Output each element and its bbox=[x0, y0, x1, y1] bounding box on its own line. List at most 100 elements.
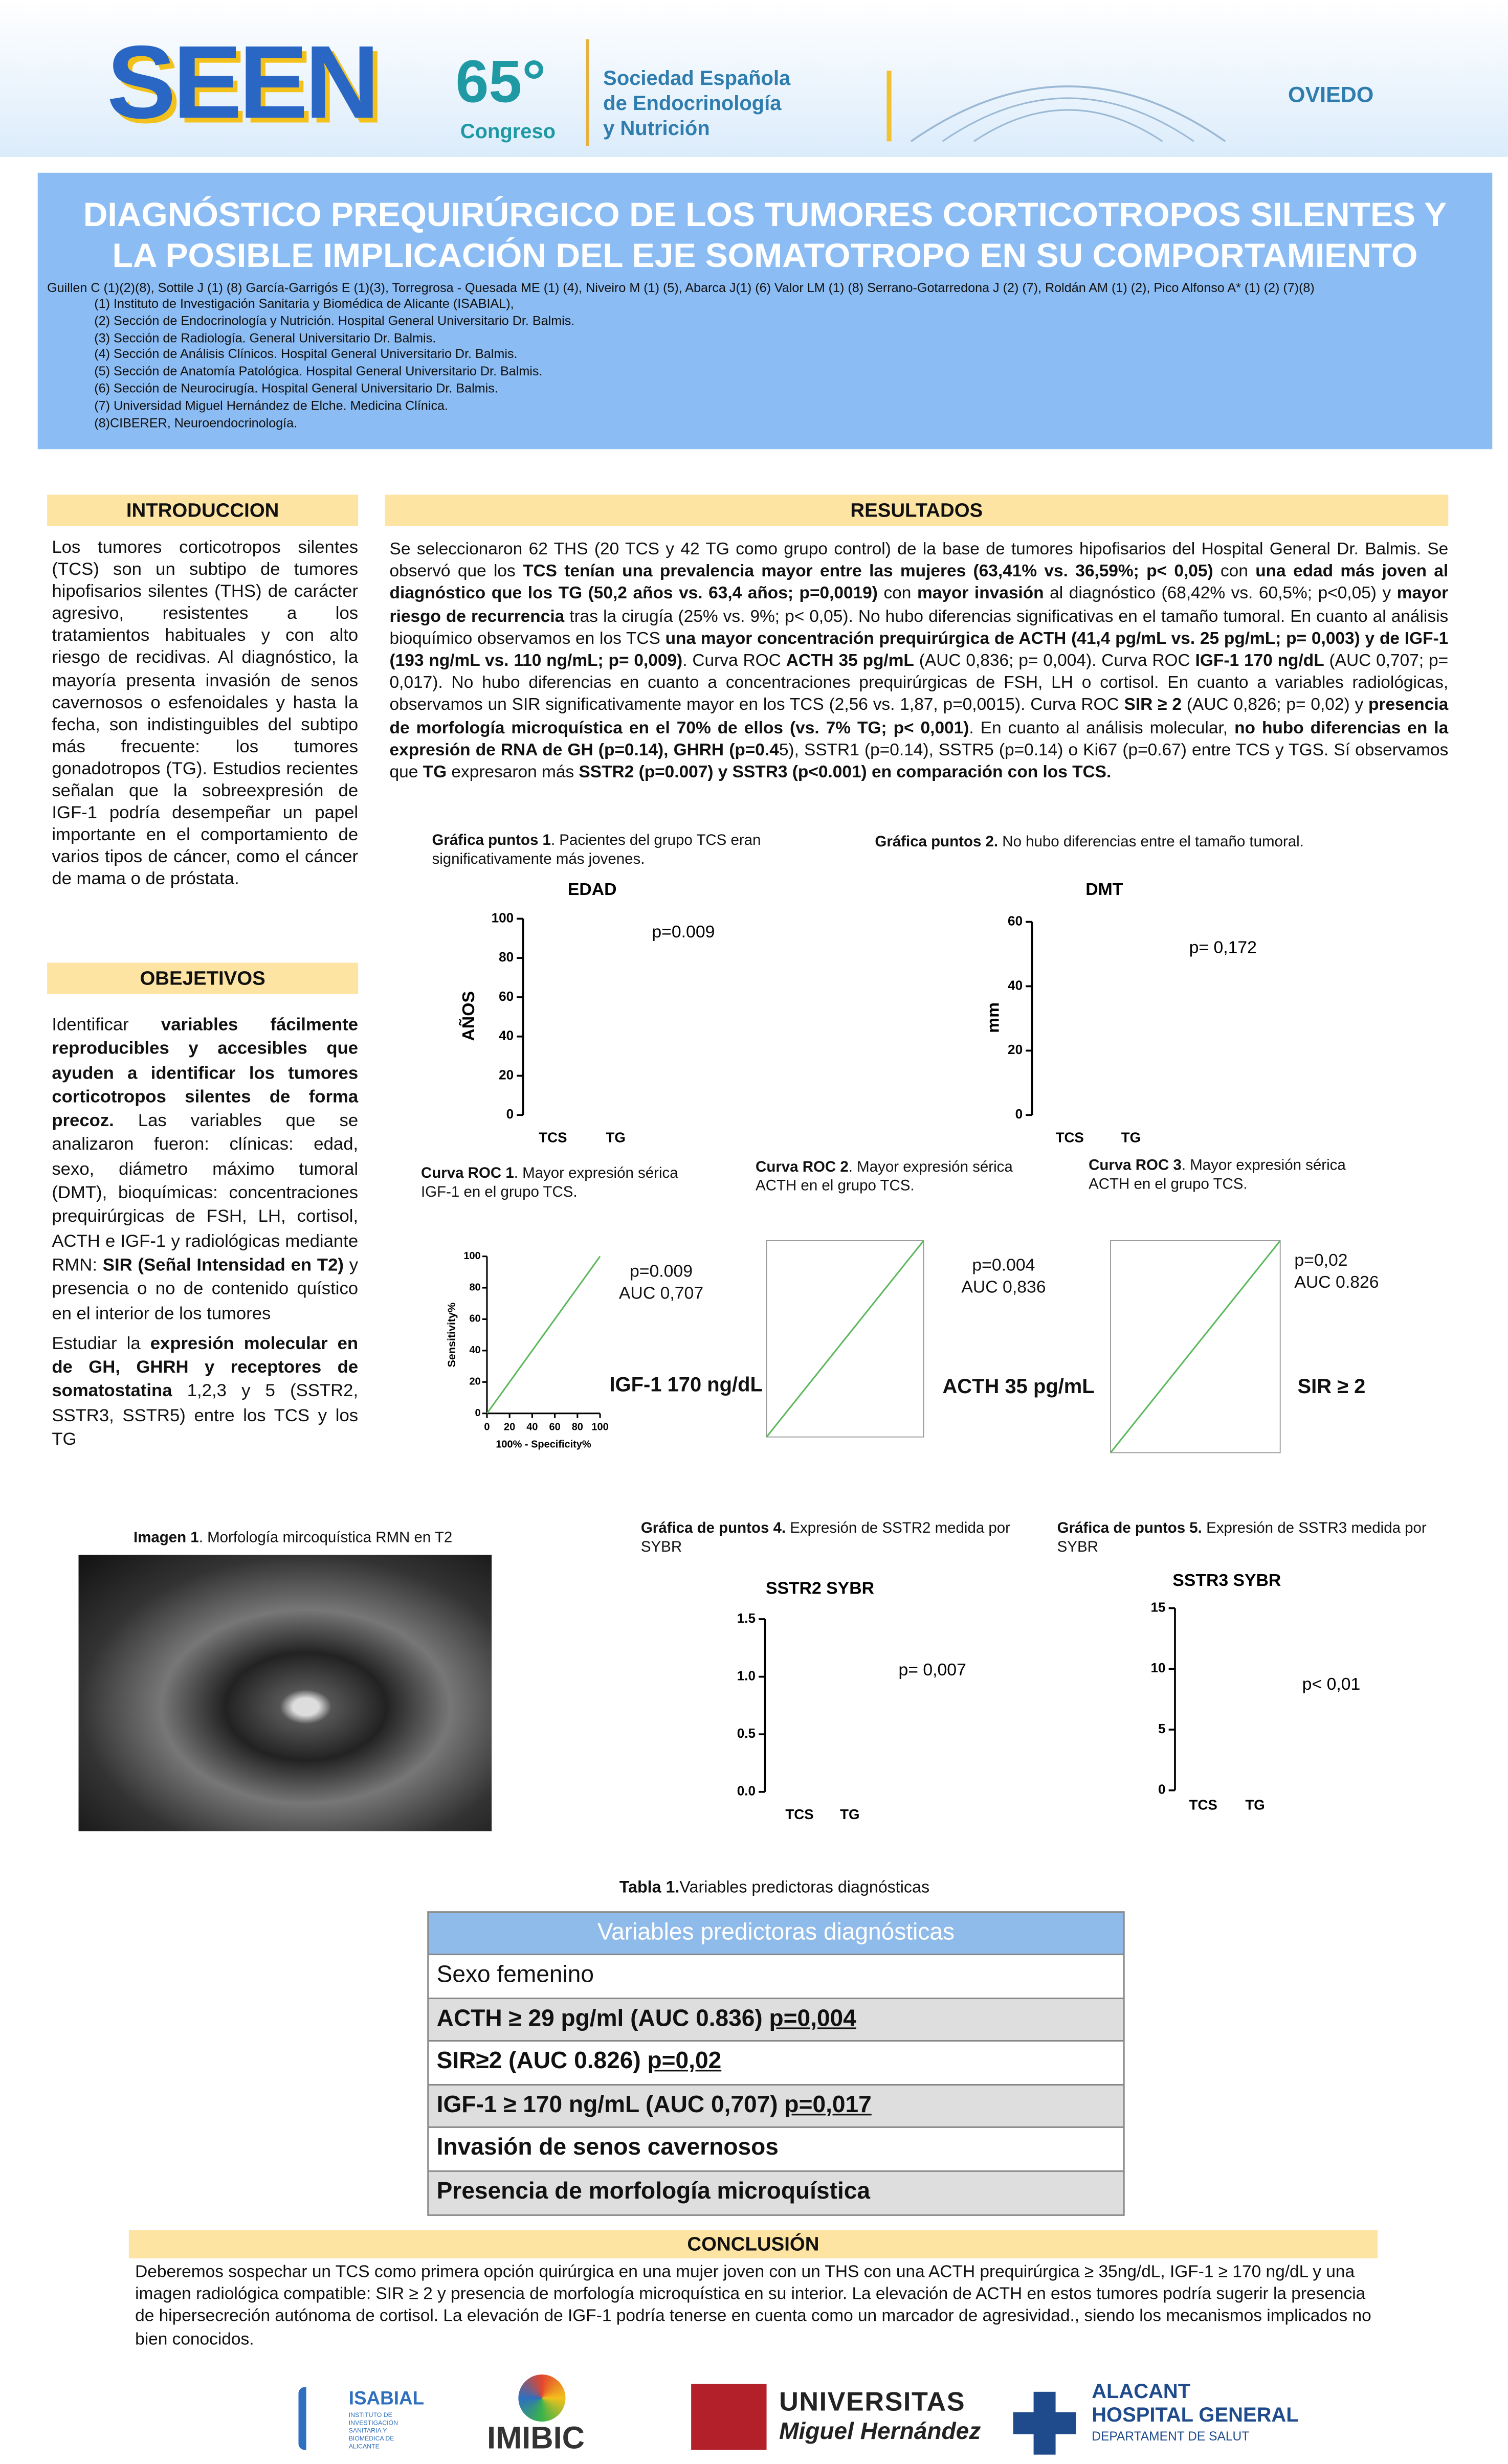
text-run: SIR (Señal Intensidad en T2) bbox=[102, 1256, 344, 1275]
y-tick-label: 100 bbox=[463, 1250, 480, 1262]
y-tick-label: 80 bbox=[499, 949, 514, 965]
logo-mark bbox=[298, 2387, 341, 2450]
title: DIAGNÓSTICO PREQUIRÚRGICO DE LOS TUMORES… bbox=[38, 195, 1493, 277]
conclusion-text: Deberemos sospechar un TCS como primera … bbox=[135, 2263, 1371, 2349]
plot-title: SSTR2 SYBR bbox=[766, 1579, 874, 1598]
text-run: Expresión de SSTR3 medida por SYBR bbox=[1057, 1520, 1427, 1557]
results-text: Se seleccionaron 62 THS (20 TCS y 42 TG … bbox=[390, 539, 1449, 784]
y-tick-label: 1.5 bbox=[737, 1610, 756, 1626]
text-run: mayor riesgo de recurrencia bbox=[389, 585, 1449, 626]
text-run: 5), SSTR1 (p=0.14), SSTR5 (p=0.14) o Ki6… bbox=[389, 741, 1449, 782]
text-run: Invasión de senos cavernosos bbox=[436, 2135, 779, 2162]
text-run: . Mayor expresión sérica ACTH en el grup… bbox=[756, 1159, 1013, 1195]
authors: Guillen C (1)(2)(8), Sottile J (1) (8) G… bbox=[47, 281, 1315, 296]
text-run: Gráfica de puntos 5. bbox=[1057, 1520, 1202, 1538]
text-run: Gráfica puntos 1 bbox=[432, 832, 551, 850]
y-tick-label: 80 bbox=[469, 1282, 480, 1293]
x-tick-label: TG bbox=[606, 1130, 626, 1146]
y-tick-label: 60 bbox=[1008, 913, 1023, 928]
x-tick-label: 60 bbox=[549, 1422, 561, 1433]
logo-text: IMIBIC bbox=[486, 2422, 585, 2456]
section-heading: CONCLUSIÓN bbox=[128, 2230, 1378, 2258]
title-box bbox=[37, 172, 1493, 450]
text-run: TG bbox=[423, 763, 447, 782]
plot-caption: Gráfica de puntos 5. Expresión de SSTR3 … bbox=[1057, 1520, 1442, 1558]
text-run: Gráfica puntos 2. bbox=[875, 834, 999, 852]
x-tick-label: TCS bbox=[1189, 1797, 1217, 1813]
table-caption: Tabla 1.Variables predictoras diagnóstic… bbox=[427, 1878, 1121, 1897]
city: OVIEDO bbox=[1288, 81, 1374, 107]
affiliations: (1) Instituto de Investigación Sanitaria… bbox=[94, 297, 574, 432]
table-row: Sexo femenino bbox=[429, 1955, 1123, 1999]
x-tick-label: 40 bbox=[526, 1422, 538, 1433]
paragraph: Identificar variables fácilmente reprodu… bbox=[52, 1015, 358, 1327]
text-run: una mayor concentración prequirúrgica de… bbox=[389, 629, 1449, 671]
text-run: expresión molecular en de GH, GHRH y rec… bbox=[52, 1334, 359, 1402]
y-tick-label: 40 bbox=[499, 1028, 514, 1043]
text-run: . Curva ROC bbox=[682, 652, 786, 671]
affiliation: (4) Sección de Análisis Clínicos. Hospit… bbox=[94, 347, 518, 362]
logo-subtext: DEPARTAMENT DE SALUT bbox=[1092, 2429, 1250, 2444]
logo-mark bbox=[518, 2375, 566, 2422]
dot-plot: DMT 0 20 40 60 TCS TG mm p= 0,172 bbox=[984, 880, 1257, 1146]
text-run: (AUC 0,826; p= 0,02) y bbox=[1182, 696, 1369, 715]
text-run: TCS tenían una prevalencia mayor entre l… bbox=[523, 562, 1213, 581]
mri-image bbox=[78, 1555, 492, 1831]
affiliation: (8)CIBERER, Neuroendocrinología. bbox=[94, 415, 298, 430]
table-row: IGF-1 ≥ 170 ng/mL (AUC 0,707) p=0,017 bbox=[429, 2085, 1123, 2129]
y-tick-label: 5 bbox=[1158, 1721, 1166, 1736]
text-run: Curva ROC 1 bbox=[420, 1165, 514, 1183]
y-tick-label: 20 bbox=[469, 1376, 480, 1387]
dot-plot: EDAD 0 20 40 60 80 100 TCS TG AÑOS p=0.009 bbox=[459, 880, 715, 1146]
logo-text: ISABIAL bbox=[348, 2387, 425, 2409]
text-run: Sexo femenino bbox=[436, 1961, 594, 1988]
roc-p: p=0,02 bbox=[1294, 1251, 1348, 1271]
x-tick-label: 100 bbox=[591, 1422, 608, 1433]
y-tick-label: 0 bbox=[1015, 1106, 1023, 1122]
logo-subtext: INSTITUTO DE INVESTIGACIÓN SANITARIA Y B… bbox=[348, 2410, 398, 2450]
text-run: IGF-1 ≥ 170 ng/mL (AUC 0,707) bbox=[436, 2091, 785, 2118]
logo-subtext: Miguel Hernández bbox=[779, 2418, 981, 2446]
x-tick-label: 80 bbox=[572, 1422, 583, 1433]
dot-plot: SSTR3 SYBR 0 5 10 15 TCS TG p< 0,01 bbox=[1151, 1571, 1361, 1813]
text-run: SIR ≥ 2 bbox=[1124, 696, 1182, 715]
header-band bbox=[0, 0, 1508, 158]
plot-caption: Gráfica puntos 2. No hubo diferencias en… bbox=[875, 834, 1378, 853]
section-heading: INTRODUCCION bbox=[47, 495, 359, 526]
table-row: Invasión de senos cavernosos bbox=[429, 2129, 1123, 2172]
society-line: y Nutrición bbox=[603, 116, 710, 140]
text-run: p=0,004 bbox=[769, 2005, 856, 2032]
roc-p: p=0.004 bbox=[972, 1256, 1035, 1275]
x-tick-label: 20 bbox=[504, 1422, 515, 1433]
paragraph: Estudiar la expresión molecular en de GH… bbox=[52, 1333, 358, 1453]
y-tick-label: 20 bbox=[1008, 1042, 1023, 1057]
society-line: de Endocrinología bbox=[603, 91, 782, 115]
text-run: . En cuanto al análisis molecular, bbox=[969, 719, 1235, 738]
text-run: Identificar bbox=[52, 1016, 161, 1035]
roc-threshold: ACTH 35 pg/mL bbox=[942, 1374, 1095, 1398]
text-run: con bbox=[877, 585, 917, 604]
text-run: IGF-1 170 ng/dL bbox=[1195, 652, 1324, 671]
text-run: SIR≥2 (AUC 0.826) bbox=[436, 2048, 648, 2075]
text-run: Gráfica de puntos 4. bbox=[640, 1520, 786, 1538]
text-run: ACTH 35 pg/mL bbox=[786, 652, 914, 671]
roc-auc: AUC 0.826 bbox=[1294, 1273, 1379, 1293]
logo-text: ALACANT bbox=[1092, 2379, 1191, 2403]
affiliation: (6) Sección de Neurocirugía. Hospital Ge… bbox=[94, 382, 498, 396]
text-run: y presencia o no de contenido quístico e… bbox=[52, 1256, 359, 1324]
text-run: no hubo diferencias en la expresión de R… bbox=[389, 719, 1449, 760]
y-tick-label: 15 bbox=[1151, 1599, 1166, 1615]
x-tick-label: TCS bbox=[785, 1806, 813, 1822]
logo-divider bbox=[586, 39, 589, 146]
text-run: una edad más joven al diagnóstico que lo… bbox=[389, 562, 1449, 604]
text-run: expresaron más bbox=[447, 763, 579, 782]
plot-caption: Gráfica de puntos 4. Expresión de SSTR2 … bbox=[641, 1520, 1026, 1558]
logo-mark bbox=[1013, 2391, 1076, 2455]
roc-chart bbox=[1110, 1240, 1281, 1453]
introduction-text: Los tumores corticotropos silentes (TCS)… bbox=[52, 539, 359, 890]
affiliation: (1) Instituto de Investigación Sanitaria… bbox=[94, 297, 514, 311]
affiliation: (5) Sección de Anatomía Patológica. Hosp… bbox=[94, 365, 543, 379]
text-run: Variables predictoras diagnósticas bbox=[679, 1878, 930, 1897]
